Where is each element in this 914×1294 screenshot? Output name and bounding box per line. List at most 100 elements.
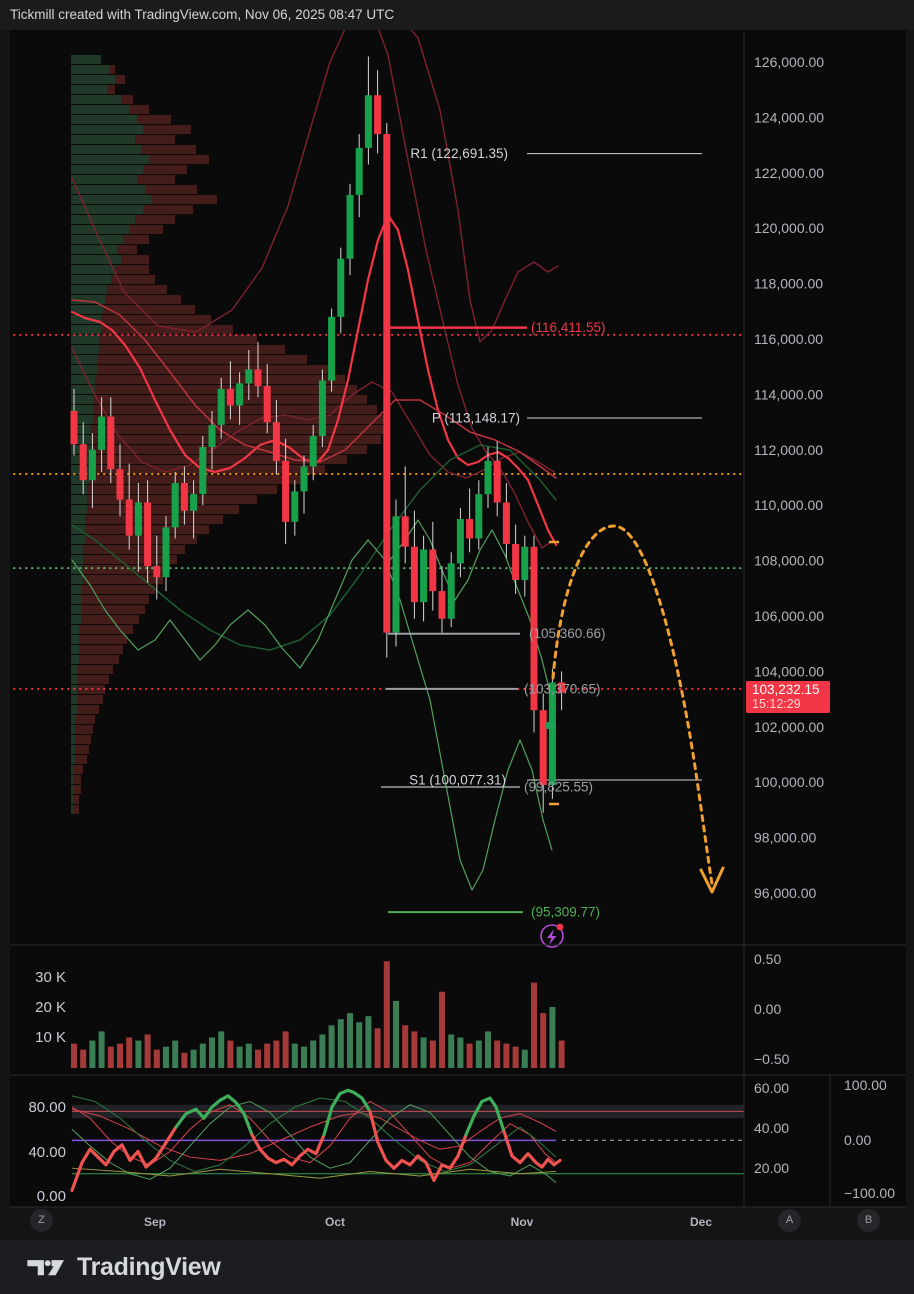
candle-body	[245, 369, 253, 384]
candle-body	[300, 466, 308, 492]
pivot-label: S1 (100,077.31)	[409, 773, 506, 788]
volume-bar	[420, 1037, 427, 1068]
volume-bar	[503, 1043, 510, 1068]
volume-bar	[347, 1013, 353, 1068]
time-axis-month-label: Nov	[511, 1215, 534, 1229]
volume-profile-row	[71, 305, 103, 314]
osc-axis-label: 60.00	[754, 1080, 789, 1096]
volume-profile-row	[71, 355, 97, 364]
candle-body	[125, 499, 133, 536]
last-price-value: 103,232.15	[752, 682, 820, 697]
candle-body	[374, 95, 382, 135]
candle-body	[272, 422, 280, 461]
candle-body	[70, 411, 78, 445]
candle-body	[199, 447, 207, 495]
volume-bar	[310, 1040, 317, 1068]
scale-a-button[interactable]: A	[778, 1209, 801, 1232]
volume-profile-row	[71, 75, 115, 84]
volume-profile-row	[107, 285, 167, 294]
volume-profile-row	[97, 365, 329, 374]
volume-bar	[485, 1031, 491, 1068]
candle-body	[144, 502, 152, 567]
volume-bar	[227, 1040, 234, 1068]
volume-profile-row	[71, 635, 79, 644]
tradingview-logo-icon	[27, 1260, 64, 1276]
volume-profile-row	[79, 625, 133, 634]
candle-body	[171, 483, 179, 528]
volume-profile-row	[71, 85, 107, 94]
stoch-thick-line	[250, 1133, 326, 1167]
candle-body	[475, 494, 483, 539]
candle-body	[282, 460, 290, 522]
ma-green-dark-line	[71, 444, 557, 651]
volume-profile-row	[79, 655, 119, 664]
price-axis-label: 106,000.00	[754, 608, 824, 624]
volume-profile-row	[71, 645, 79, 654]
stoch-green-1-line	[71, 539, 553, 891]
volume-bar	[98, 1031, 105, 1068]
volume-axis-label: 0.50	[754, 951, 781, 967]
order-marker[interactable]	[546, 722, 555, 729]
volume-profile-row	[109, 65, 115, 74]
volume-profile-row	[71, 605, 81, 614]
ema-slow-line	[71, 299, 557, 479]
volume-profile-row	[91, 445, 367, 454]
volume-profile-row	[71, 405, 93, 414]
volume-profile-row	[115, 75, 125, 84]
volume-bar	[540, 1013, 547, 1068]
volume-profile-row	[115, 265, 149, 274]
candle-body	[116, 469, 124, 500]
candle-body	[512, 543, 520, 580]
candle-body	[558, 682, 566, 693]
chart-canvas[interactable]: R1 (122,691.35) (116,411.55) P (113,148.17…	[0, 30, 914, 1240]
volume-bar	[356, 1022, 363, 1068]
osc-axis-label-2: −100.00	[844, 1185, 895, 1201]
pivot-label: P (113,148.17)	[432, 410, 520, 425]
time-scale-drag-area[interactable]	[10, 1207, 740, 1240]
volume-bar	[457, 1037, 464, 1068]
candle-body	[438, 591, 446, 619]
volume-bar	[549, 1007, 556, 1068]
volume-bar	[264, 1043, 271, 1068]
volume-profile-row	[71, 325, 101, 334]
volume-bar	[337, 1019, 344, 1068]
pivot-label: (99,825.55)	[524, 780, 593, 795]
volume-profile-row	[71, 795, 73, 804]
flash-idea-icon[interactable]	[540, 923, 564, 948]
volume-profile-row	[71, 695, 77, 704]
volume-profile-row	[71, 485, 87, 494]
candle-body	[401, 516, 409, 547]
volume-profile-row	[107, 85, 115, 94]
volume-profile-row	[93, 405, 377, 414]
volume-profile-row	[71, 495, 87, 504]
scale-b-button[interactable]: B	[857, 1209, 880, 1232]
timezone-button[interactable]: Z	[30, 1209, 53, 1232]
volume-profile-row	[71, 555, 83, 564]
candle-body	[79, 444, 87, 481]
candle-body	[107, 416, 115, 470]
time-axis-month-label: Sep	[144, 1215, 166, 1229]
candle-body	[429, 549, 437, 592]
projection-arrow[interactable]	[551, 524, 714, 886]
volume-bar	[153, 1049, 160, 1068]
osc-axis-label-2: 0.00	[844, 1132, 871, 1148]
volume-bar	[273, 1040, 280, 1068]
volume-profile-row	[85, 515, 223, 524]
volume-profile-row	[71, 125, 143, 134]
stoch-thick-line	[502, 1129, 562, 1169]
flash-icon-alert-dot	[556, 923, 564, 931]
volume-bar	[383, 961, 390, 1068]
volume-bar	[172, 1040, 179, 1068]
volume-profile-row	[71, 615, 81, 624]
price-scale-drag-area[interactable]	[744, 30, 914, 1207]
volume-profile-row	[71, 185, 145, 194]
band-upper-line	[71, 30, 559, 343]
volume-bar	[282, 1031, 289, 1068]
volume-bar	[209, 1037, 215, 1068]
volume-scale-label: 30 K	[35, 969, 66, 986]
candle-body	[364, 95, 372, 148]
volume-bar	[429, 1040, 436, 1068]
volume-profile-row	[97, 355, 307, 364]
ema-fast-line	[70, 213, 558, 547]
volume-profile-row	[129, 225, 163, 234]
